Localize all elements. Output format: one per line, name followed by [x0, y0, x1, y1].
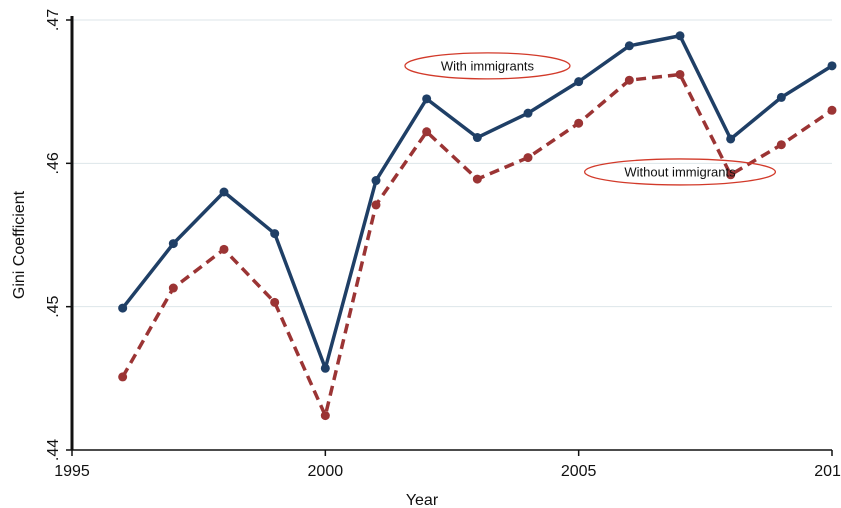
data-point: [776, 140, 786, 150]
data-point: [422, 94, 432, 104]
y-axis-title: Gini Coefficient: [11, 190, 28, 299]
data-point: [422, 127, 432, 137]
data-point: [523, 108, 533, 118]
axes: .44 .45 .46 .47 1995 2000 2005 2010: [45, 9, 841, 480]
annotation-label: Without immigrants: [624, 164, 736, 179]
data-point: [219, 187, 229, 197]
data-point: [472, 174, 482, 184]
gridlines: [72, 19, 832, 308]
x-axis-title: Year: [406, 492, 439, 508]
data-point: [219, 244, 229, 254]
data-point: [168, 283, 178, 293]
data-point: [168, 239, 178, 249]
annotation-label: With immigrants: [441, 58, 535, 73]
data-point: [270, 229, 280, 239]
data-point: [624, 41, 634, 51]
y-tick-label: .46: [45, 152, 62, 174]
data-point: [270, 297, 280, 307]
data-point: [624, 75, 634, 85]
data-point: [371, 200, 381, 210]
x-tick-label: 2005: [561, 463, 597, 480]
data-point: [827, 61, 837, 71]
y-tick-label: .47: [45, 9, 62, 31]
data-point: [118, 303, 128, 313]
data-point: [675, 31, 685, 41]
y-tick-label: .45: [45, 295, 62, 317]
data-point: [776, 92, 786, 102]
annotation-ellipse: [404, 52, 571, 80]
data-point: [472, 133, 482, 143]
data-point: [371, 176, 381, 186]
data-point: [574, 77, 584, 87]
x-tick-label: 2000: [308, 463, 344, 480]
data-point: [523, 153, 533, 163]
data-point: [675, 69, 685, 79]
data-point: [320, 411, 330, 421]
data-point: [118, 372, 128, 382]
annotations-group: With immigrants Without immigrants: [404, 52, 777, 186]
data-point: [574, 118, 584, 128]
x-tick-label: 1995: [54, 463, 90, 480]
annotation-ellipse: [583, 158, 777, 186]
x-tick-label: 2010: [814, 463, 841, 480]
data-point: [726, 134, 736, 144]
data-point: [827, 105, 837, 115]
series-group: [118, 31, 837, 421]
data-point: [320, 363, 330, 373]
data-point: [726, 170, 736, 180]
series-line-1: [121, 34, 833, 371]
y-tick-label: .44: [45, 439, 62, 461]
